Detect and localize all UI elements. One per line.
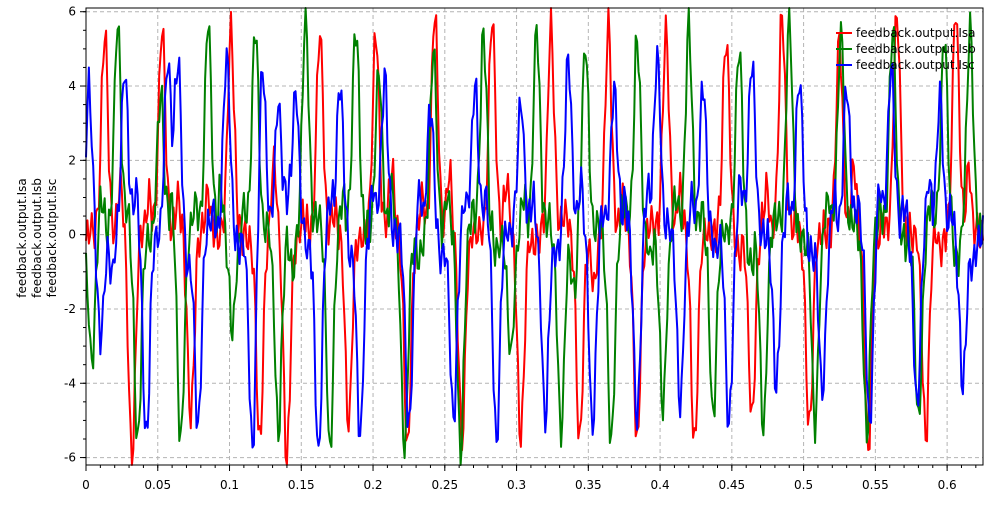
y-tick-label: 0 xyxy=(68,228,76,242)
x-tick-label: 0.55 xyxy=(862,478,889,492)
x-tick-label: 0.15 xyxy=(288,478,315,492)
plot-frame xyxy=(85,7,984,466)
y-tick-label: 4 xyxy=(68,79,76,93)
x-tick-label: 0.1 xyxy=(220,478,239,492)
x-tick-label: 0.5 xyxy=(794,478,813,492)
series-line xyxy=(85,45,984,449)
legend-label: feedback.output.Isb xyxy=(856,42,976,56)
x-tick-label: 0.25 xyxy=(431,478,458,492)
y-tick-label: -4 xyxy=(64,376,76,390)
series-line xyxy=(85,7,984,466)
x-tick-label: 0.35 xyxy=(575,478,602,492)
y-axis-label-line: feedback.output.Isb xyxy=(30,178,44,298)
y-tick-label: -2 xyxy=(64,302,76,316)
x-tick-label: 0.3 xyxy=(507,478,526,492)
x-tick-label: 0.6 xyxy=(938,478,957,492)
x-tick-label: 0.4 xyxy=(651,478,670,492)
y-tick-label: 6 xyxy=(68,5,76,19)
plot-area xyxy=(85,7,984,466)
y-tick-label: 2 xyxy=(68,153,76,167)
y-tick-label: -6 xyxy=(64,451,76,465)
x-tick-label: 0.45 xyxy=(718,478,745,492)
x-tick-label: 0.2 xyxy=(363,478,382,492)
y-axis-label: feedback.output.Isa feedback.output.Isb … xyxy=(15,178,59,298)
y-axis-label-line: feedback.output.Isc xyxy=(45,179,59,298)
legend-label: feedback.output.Isc xyxy=(856,58,975,72)
axes: 0 0.05 0.1 0.15 0.2 0.25 0.3 0.35 0.4 0.45 0.5 0.55… xyxy=(64,5,984,492)
x-tick-label: 0.05 xyxy=(144,478,171,492)
series-line xyxy=(85,7,984,466)
legend-label: feedback.output.Isa xyxy=(856,26,975,40)
legend: feedback.output.Isa feedback.output.Isb fe… xyxy=(836,26,976,72)
x-tick-label: 0 xyxy=(82,478,90,492)
y-axis-label-line: feedback.output.Isa xyxy=(15,178,29,297)
